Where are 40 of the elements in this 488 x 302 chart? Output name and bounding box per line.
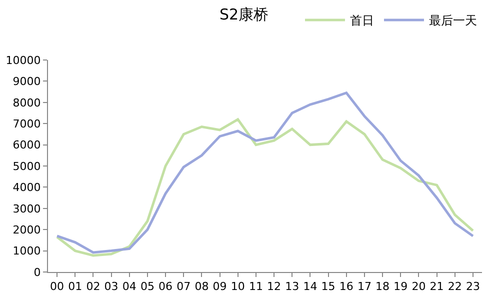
x-tick-label: 18 <box>376 280 390 294</box>
line-series <box>56 92 474 254</box>
y-tick-label: 0 <box>34 266 41 279</box>
line-series <box>56 118 474 257</box>
x-tick-label: 06 <box>158 280 173 294</box>
x-tick-label: 23 <box>466 280 480 294</box>
x-tick-label: 04 <box>122 280 136 294</box>
y-tick-label: 9000 <box>12 75 41 88</box>
x-tick-label: 19 <box>394 280 408 294</box>
y-tick-label: 10000 <box>6 54 41 67</box>
y-tick-label: 5000 <box>12 160 41 173</box>
chart-title: S2康桥 <box>219 6 269 24</box>
x-tick-label: 02 <box>86 280 100 294</box>
x-tick-label: 21 <box>430 280 444 294</box>
x-tick-label: 09 <box>212 280 227 294</box>
x-tick-label: 01 <box>68 280 82 294</box>
x-tick-label: 17 <box>357 280 372 294</box>
x-tick-label: 03 <box>104 280 118 294</box>
x-tick-label: 20 <box>412 280 426 294</box>
x-tick-label: 14 <box>303 280 318 294</box>
x-tick-label: 05 <box>140 280 154 294</box>
x-tick-label: 07 <box>176 280 191 294</box>
x-tick-label: 00 <box>50 280 64 294</box>
x-tick-label: 11 <box>248 280 263 294</box>
x-tick-label: 10 <box>230 280 245 294</box>
x-tick-label: 12 <box>267 280 282 294</box>
legend-label: 最后一天 <box>429 14 477 28</box>
x-tick-label: 13 <box>285 280 300 294</box>
x-tick-label: 22 <box>448 280 462 294</box>
x-tick-label: 15 <box>321 280 336 294</box>
y-tick-label: 8000 <box>12 96 41 110</box>
x-tick-label: 08 <box>194 280 209 294</box>
y-tick-label: 1000 <box>12 244 41 258</box>
y-tick-label: 7000 <box>12 117 41 130</box>
legend-label: 首日 <box>350 14 374 28</box>
y-tick-label: 6000 <box>12 138 41 152</box>
y-tick-label: 2000 <box>12 223 41 236</box>
x-tick-label: 16 <box>339 280 354 294</box>
y-tick-label: 4000 <box>12 181 41 194</box>
y-tick-label: 3000 <box>12 202 41 216</box>
